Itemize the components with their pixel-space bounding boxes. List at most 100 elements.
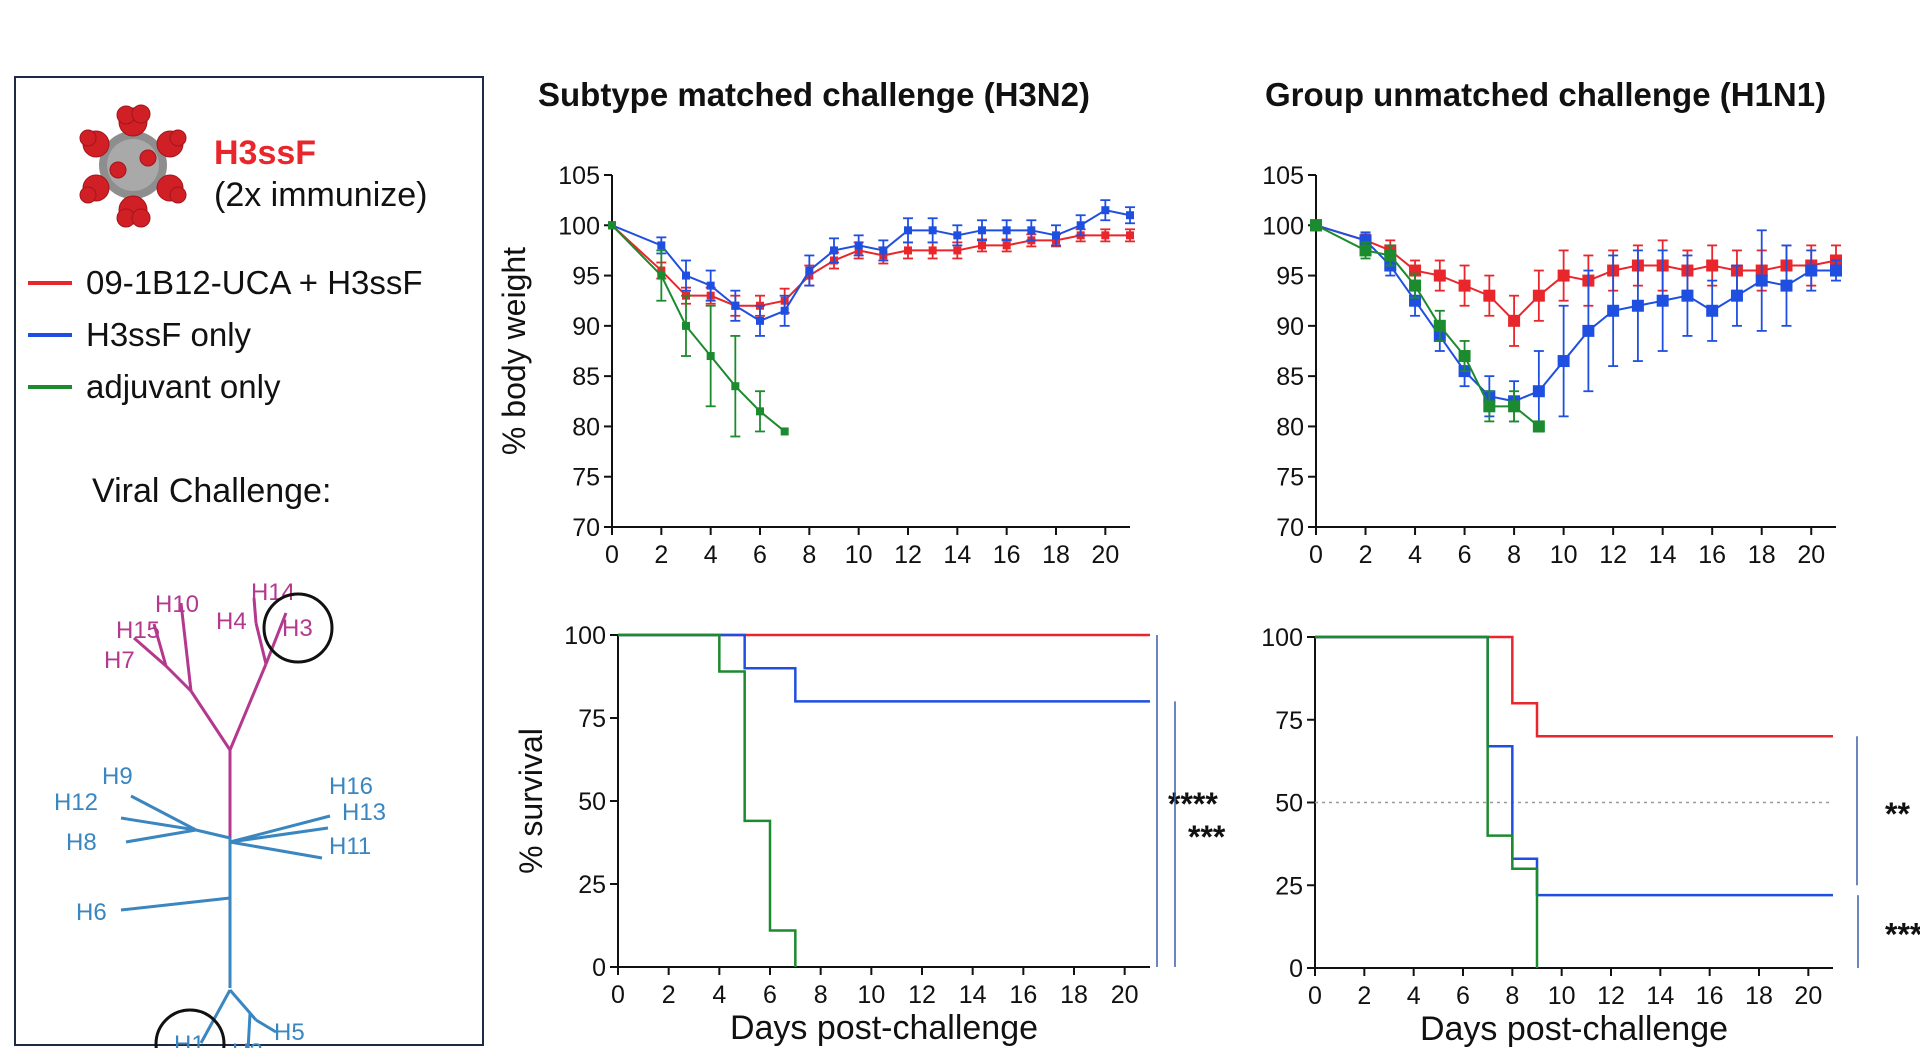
y-tick-label: 25	[578, 871, 606, 899]
data-point	[904, 226, 912, 235]
x-tick-label: 12	[908, 981, 936, 1009]
viral-challenge-title: Viral Challenge:	[92, 472, 332, 510]
data-point	[756, 316, 764, 325]
tree-label-h10: H10	[155, 591, 199, 618]
y-tick-label: 85	[1276, 363, 1304, 391]
y-axis-label: % survival	[513, 728, 549, 874]
x-tick-label: 6	[1458, 541, 1472, 569]
data-point	[756, 407, 764, 416]
y-tick-label: 50	[578, 788, 606, 816]
x-axis-label: Days post-challenge	[730, 1009, 1038, 1047]
data-point	[1458, 350, 1471, 363]
y-axis-label: % body weight	[496, 247, 532, 455]
data-point	[1532, 289, 1545, 302]
phylogenetic-tree: H14 H10 H4 H3 H15 H7 H9 H12 H8 H16 H13 H…	[54, 579, 386, 1048]
y-tick-label: 100	[558, 212, 600, 240]
series-adjuvant-only	[1315, 635, 1539, 968]
x-tick-label: 10	[857, 981, 885, 1009]
x-tick-label: 14	[943, 541, 971, 569]
data-point	[1681, 289, 1694, 302]
series-h3ssf-only	[1315, 635, 1833, 897]
data-point	[854, 241, 863, 250]
data-point	[1805, 264, 1818, 277]
tree-label-h13: H13	[342, 799, 386, 826]
h1n1-panel-title: Group unmatched challenge (H1N1)	[1265, 76, 1827, 113]
x-axis-label: Days post-challenge	[1420, 1010, 1728, 1048]
legend-label: adjuvant only	[86, 368, 281, 405]
series-adjuvant-only	[618, 633, 797, 967]
x-tick-label: 20	[1794, 982, 1822, 1010]
data-point	[608, 221, 616, 230]
data-point	[1532, 385, 1545, 398]
x-tick-label: 10	[845, 541, 873, 569]
x-tick-label: 18	[1060, 981, 1088, 1009]
survival-step-line	[1315, 635, 1833, 897]
x-tick-label: 8	[1507, 541, 1521, 569]
x-tick-label: 14	[1646, 982, 1674, 1010]
data-point	[780, 306, 789, 315]
data-point	[1384, 249, 1397, 262]
data-point	[706, 352, 715, 361]
y-tick-label: 50	[1275, 790, 1303, 818]
data-point	[780, 427, 789, 436]
legend-panel: H3ssF (2x immunize) 09-1B12-UCA + H3ssF …	[14, 76, 484, 1048]
data-point	[1002, 226, 1011, 235]
y-tick-label: 75	[578, 705, 606, 733]
data-point	[731, 301, 740, 310]
data-point	[978, 241, 986, 250]
y-tick-label: 75	[572, 464, 600, 492]
data-point	[1582, 324, 1595, 337]
y-tick-label: 90	[572, 313, 600, 341]
series-adjuvant-only	[1310, 219, 1545, 433]
h3-highlight-circle	[262, 592, 334, 664]
significance-label: ****	[1168, 786, 1218, 822]
h1-highlight-circle	[154, 1008, 226, 1048]
significance-label: ***	[1188, 819, 1226, 855]
x-tick-label: 12	[1599, 541, 1627, 569]
x-tick-label: 20	[1111, 981, 1139, 1009]
y-tick-label: 100	[564, 622, 606, 650]
h3n2-panel-title: Subtype matched challenge (H3N2)	[538, 76, 1090, 113]
x-tick-label: 16	[1698, 541, 1726, 569]
y-tick-label: 0	[1289, 955, 1303, 983]
data-point	[1310, 219, 1322, 232]
x-tick-label: 4	[1408, 541, 1422, 569]
y-tick-label: 70	[572, 514, 600, 542]
series-09-1b12-uca-h3ssf	[1315, 635, 1833, 738]
vaccine-note: (2x immunize)	[214, 176, 428, 214]
data-point	[978, 226, 986, 235]
tree-label-h14: H14	[251, 579, 295, 606]
y-tick-label: 100	[1262, 212, 1304, 240]
series-adjuvant-only	[608, 221, 789, 438]
data-point	[1631, 299, 1644, 312]
data-point	[1126, 211, 1134, 220]
series-h3ssf-only	[608, 199, 1135, 337]
y-tick-label: 95	[1276, 263, 1304, 291]
tree-label-h2: H2	[232, 1039, 263, 1048]
x-tick-label: 18	[1748, 541, 1776, 569]
x-tick-label: 2	[1357, 982, 1371, 1010]
data-point	[1101, 231, 1110, 240]
tree-label-h16: H16	[329, 773, 373, 800]
tree-label-h5: H5	[274, 1019, 305, 1046]
series-line	[1315, 224, 1540, 428]
tree-label-h3: H3	[282, 615, 313, 642]
x-tick-label: 4	[1407, 982, 1421, 1010]
data-point	[1359, 244, 1372, 257]
x-tick-label: 4	[704, 541, 718, 569]
significance-label: **	[1885, 796, 1910, 832]
series-line	[611, 224, 786, 433]
data-point	[1706, 259, 1719, 272]
data-point	[879, 246, 888, 255]
y-tick-label: 80	[572, 413, 600, 441]
h3n2_survival-chart: 0 25 50 75 100 0 2 4 6 8 10 12 14 16 18 20 % survival Day…	[513, 622, 1226, 1047]
survival-step-line	[1315, 635, 1539, 968]
y-tick-label: 105	[1262, 162, 1304, 190]
data-point	[1433, 269, 1446, 282]
data-point	[1830, 264, 1842, 277]
nanoparticle-icon	[79, 104, 187, 228]
data-point	[1458, 279, 1471, 292]
legend-label: H3ssF only	[86, 316, 252, 353]
x-tick-label: 6	[763, 981, 777, 1009]
data-point	[1656, 294, 1669, 307]
